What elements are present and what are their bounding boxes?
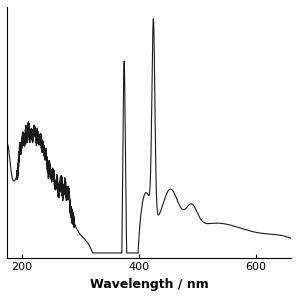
X-axis label: Wavelength / nm: Wavelength / nm (90, 278, 208, 291)
